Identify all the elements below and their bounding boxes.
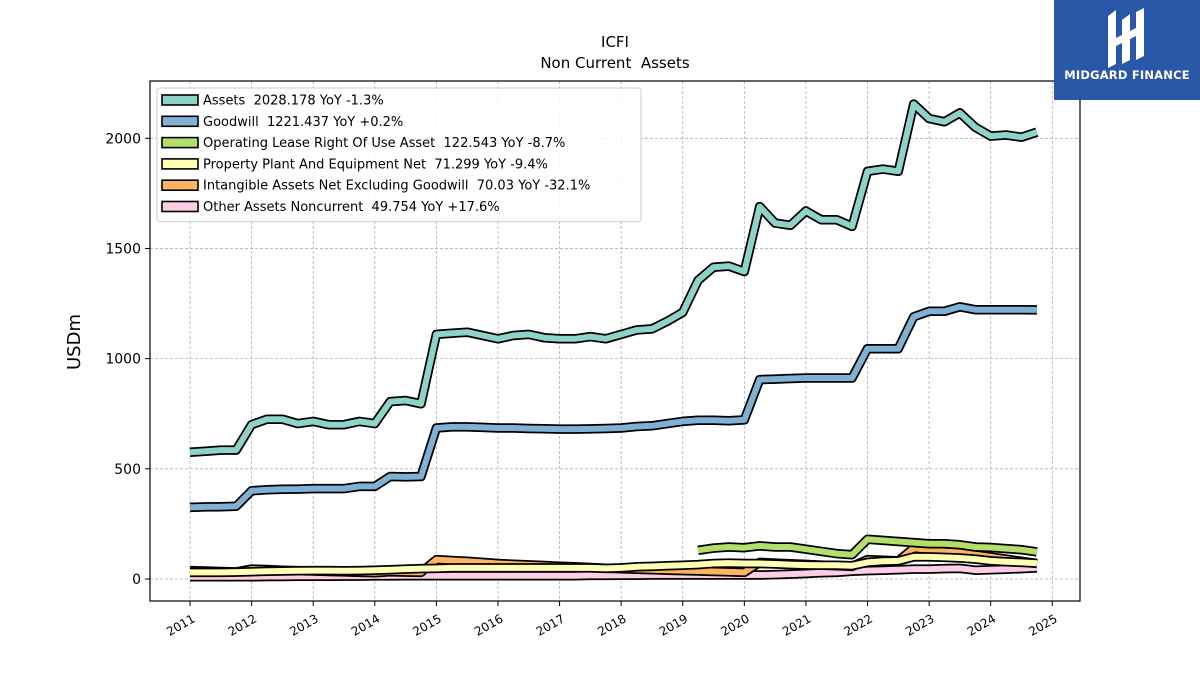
x-tick-label: 2015 [410, 611, 443, 638]
legend-swatch [161, 115, 199, 128]
y-tick-label: 2000 [105, 131, 141, 147]
legend-swatch [161, 158, 199, 170]
series-line-assets [189, 101, 1038, 456]
legend-label: Property Plant And Equipment Net 71.299 … [203, 157, 548, 172]
x-tick-label: 2016 [472, 611, 505, 638]
x-tick-label: 2019 [657, 611, 690, 638]
y-tick-label: 1500 [105, 241, 141, 257]
x-tick-label: 2024 [965, 611, 998, 638]
x-tick-label: 2013 [287, 611, 320, 638]
legend-swatch [161, 94, 199, 106]
legend-label: Operating Lease Right Of Use Asset 122.5… [203, 136, 565, 151]
chart-subtitle: Non Current Assets [540, 54, 690, 72]
y-axis-label: USDm [64, 314, 85, 370]
series-line-operating-lease-right-of-use-asset [697, 536, 1038, 558]
midgard-logo-icon [1108, 8, 1144, 68]
x-tick-label: 2017 [534, 611, 567, 638]
x-tick-label: 2020 [718, 611, 751, 638]
brand-logo: MIDGARD FINANCE [1054, 0, 1200, 100]
x-tick-label: 2011 [164, 611, 197, 638]
x-tick-label: 2014 [349, 611, 382, 638]
series-layer [189, 99, 1039, 582]
legend-swatch [161, 179, 199, 191]
x-tick-label: 2012 [226, 611, 259, 638]
y-tick-label: 0 [132, 572, 141, 588]
y-tick-label: 1000 [105, 352, 141, 368]
legend: Assets 2028.178 YoY -1.3% Goodwill 1221.4… [156, 87, 642, 223]
legend-swatch [161, 136, 199, 149]
legend-label: Other Assets Noncurrent 49.754 YoY +17.6… [203, 200, 500, 215]
series-line-property-plant-and-equipment-net [190, 553, 1038, 576]
x-tick-label: 2023 [903, 611, 936, 638]
series-line-goodwill [189, 303, 1037, 511]
x-tick-label: 2018 [595, 611, 628, 638]
plot-frame [149, 80, 1081, 602]
legend-label: Intangible Assets Net Excluding Goodwill… [203, 179, 590, 194]
legend-label: Assets 2028.178 YoY -1.3% [203, 94, 384, 109]
legend-swatch [161, 200, 199, 213]
x-tick-label: 2021 [780, 611, 813, 638]
chart-title: ICFI [601, 33, 629, 51]
x-tick-label: 2025 [1026, 611, 1059, 638]
x-tick-label: 2022 [842, 611, 875, 638]
y-tick-label: 500 [114, 462, 141, 478]
legend-box [156, 87, 642, 223]
legend-label: Goodwill 1221.437 YoY +0.2% [203, 115, 403, 130]
brand-name: MIDGARD FINANCE [1064, 68, 1190, 82]
